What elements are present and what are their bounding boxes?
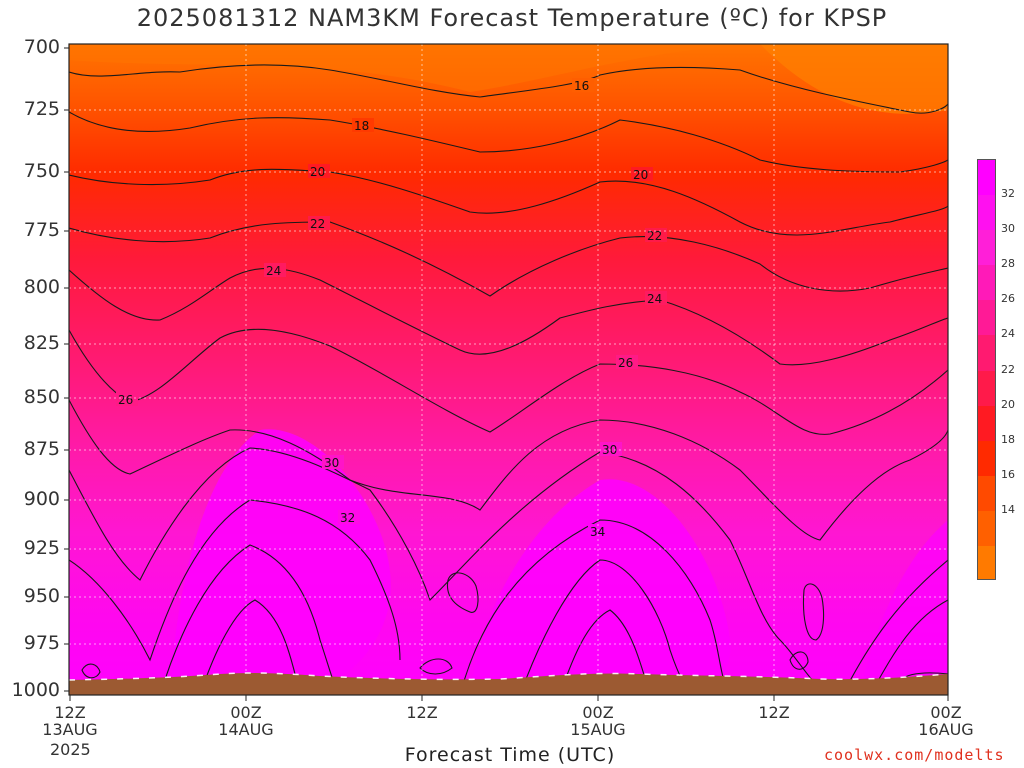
contour-bubble-1 [446, 572, 479, 613]
contour-label-20b: 20 [633, 168, 648, 182]
x-tick-label: 00Z 16AUG [918, 703, 974, 739]
y-tick-label: 800 [23, 276, 60, 298]
y-ticks [64, 47, 69, 692]
x-tick-label: 00Z 14AUG [218, 703, 274, 739]
contour-bubble-2 [802, 583, 825, 641]
plot-frame [68, 43, 949, 696]
contour-bubble-5 [419, 658, 453, 675]
contour-28 [69, 399, 948, 541]
colorbar-tick-label: 16 [1001, 467, 1015, 481]
contour-18 [69, 111, 948, 173]
contour-30 [69, 447, 948, 695]
colorbar-tick-label: 14 [1001, 502, 1015, 516]
contour-bubble-3 [81, 663, 101, 679]
colorbar-segment [978, 335, 995, 371]
y-tick-label: 725 [23, 98, 60, 120]
contour-label-24b: 24 [647, 292, 662, 306]
contour-labels: 16 18 20 20 22 22 24 24 26 26 30 30 32 3… [116, 78, 667, 539]
y-tick-label: 700 [23, 36, 60, 58]
colorbar-segment [978, 300, 995, 336]
colorbar-segment [978, 265, 995, 301]
colorbar-segment [978, 160, 995, 196]
colorbar-segment [978, 370, 995, 407]
x-ticks [69, 695, 949, 701]
contour-label-24a: 24 [266, 264, 281, 278]
contour-34 [159, 544, 691, 695]
contour-label-30a: 30 [324, 456, 339, 470]
colorbar [977, 159, 996, 580]
contour-label-20a: 20 [310, 165, 325, 179]
colorbar-tick-label: 24 [1001, 327, 1015, 341]
colorbar-tick-label: 32 [1001, 187, 1015, 201]
contour-label-22a: 22 [310, 217, 325, 231]
y-tick-label: 825 [23, 332, 60, 354]
contour-bubble-4 [789, 651, 809, 670]
contour-26 [69, 328, 948, 435]
x-tick-label: 12Z [406, 703, 438, 722]
gridlines [69, 44, 948, 695]
contour-label-16: 16 [574, 79, 589, 93]
colorbar-segment [978, 405, 995, 442]
y-tick-label: 750 [23, 160, 60, 182]
contour-label-26a: 26 [118, 393, 133, 407]
warm-cores [69, 44, 948, 695]
y-tick-label: 850 [23, 386, 60, 408]
colorbar-tick-label: 30 [1001, 222, 1015, 236]
colorbar-segment [978, 545, 995, 579]
y-tick-label: 975 [23, 632, 60, 654]
y-tick-label: 775 [23, 219, 60, 241]
colorbar-tick-label: 26 [1001, 292, 1015, 306]
colorbar-tick-label: 28 [1001, 257, 1015, 271]
colorbar-segment [978, 475, 995, 512]
colorbar-segment [978, 195, 995, 231]
x-tick-label: 00Z 15AUG [570, 703, 626, 739]
y-tick-label: 925 [23, 537, 60, 559]
colorbar-tick-label: 18 [1001, 432, 1015, 446]
contour-22 [69, 221, 948, 297]
colorbar-segment [978, 230, 995, 266]
x-tick-year: 2025 [50, 740, 91, 759]
colorbar-tick-label: 22 [1001, 362, 1015, 376]
contour-20 [69, 168, 948, 236]
contour-24 [69, 267, 948, 366]
y-tick-label: 1000 [11, 679, 60, 701]
credit-link[interactable]: coolwx.com/modelts [824, 746, 1005, 764]
x-tick-label: 12Z [758, 703, 790, 722]
terrain-surface [69, 672, 948, 695]
contour-label-26b: 26 [618, 356, 633, 370]
contour-label-32: 32 [340, 511, 355, 525]
contour-label-18: 18 [354, 119, 369, 133]
contour-label-22b: 22 [647, 229, 662, 243]
x-tick-label: 12Z 13AUG [42, 703, 98, 739]
colorbar-tick-label: 20 [1001, 397, 1015, 411]
contour-label-34: 34 [590, 525, 605, 539]
y-tick-label: 950 [23, 585, 60, 607]
contour-36 [199, 599, 651, 695]
colorbar-segment [978, 440, 995, 477]
contour-16 [69, 64, 948, 114]
chart-title: 2025081312 NAM3KM Forecast Temperature (… [136, 4, 888, 32]
x-axis-title: Forecast Time (UTC) [404, 744, 616, 766]
y-tick-label: 900 [23, 488, 60, 510]
colorbar-segment [978, 510, 995, 547]
y-tick-label: 875 [23, 438, 60, 460]
